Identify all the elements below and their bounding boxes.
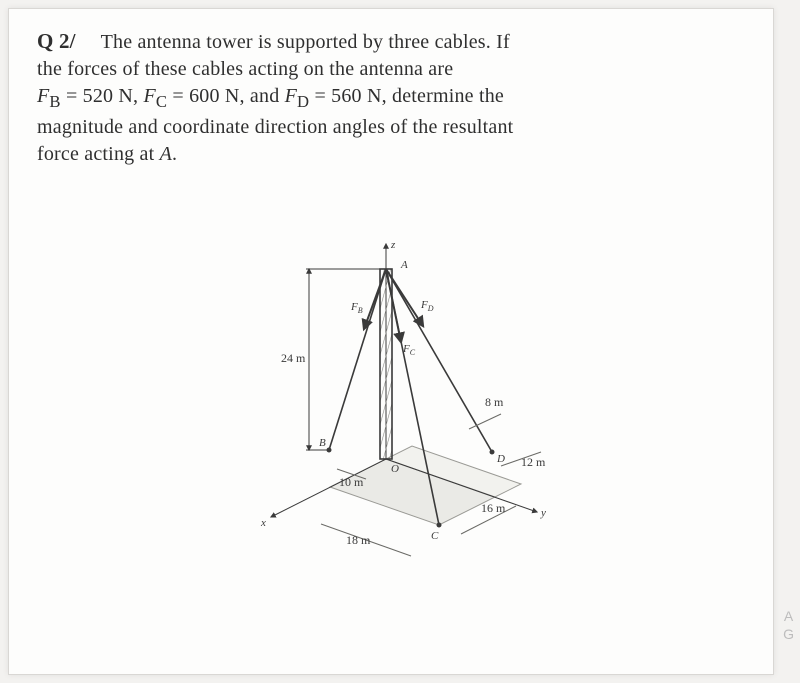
sub-FD: D	[297, 92, 309, 111]
tower	[380, 269, 392, 459]
text-line-1: The antenna tower is supported by three …	[101, 31, 510, 53]
svg-text:FD: FD	[420, 299, 434, 313]
antenna-figure: z y x	[201, 234, 581, 564]
question-number: Q 2/	[37, 29, 76, 53]
axis-z-label: z	[390, 239, 396, 251]
point-B: B	[319, 437, 326, 449]
dim-10m-label: 10 m	[339, 475, 364, 489]
figure-container: z y x	[9, 234, 773, 569]
dim-16m-label: 16 m	[481, 501, 506, 515]
text-line-4: force acting at	[37, 143, 160, 165]
page: Q 2/ The antenna tower is supported by t…	[0, 0, 800, 683]
sym-FC: F	[143, 85, 155, 107]
svg-text:FB: FB	[350, 301, 363, 315]
point-D: D	[496, 453, 505, 465]
axis-x-label: x	[260, 517, 266, 529]
text-line-2a: the forces of these cables acting on the…	[37, 58, 453, 80]
problem-text: Q 2/ The antenna tower is supported by t…	[37, 27, 745, 168]
dim-24m	[306, 269, 386, 450]
text-line-4-end: .	[172, 143, 177, 165]
side-letters: A G	[783, 607, 794, 643]
axis-y-label: y	[540, 507, 546, 519]
text-2g: = 560 N, determine the	[314, 85, 504, 107]
dim-18m-label: 18 m	[346, 533, 371, 547]
point-O: O	[391, 463, 399, 475]
text-2c: = 520 N,	[66, 85, 144, 107]
text-2e: = 600 N, and	[172, 85, 284, 107]
document-sheet: Q 2/ The antenna tower is supported by t…	[8, 8, 774, 675]
sub-FB: B	[49, 92, 60, 111]
point-C: C	[431, 530, 439, 542]
dim-24m-label: 24 m	[281, 351, 306, 365]
force-vectors	[364, 269, 423, 342]
sym-FD: F	[285, 85, 297, 107]
sub-FC: C	[156, 92, 167, 111]
svg-text:FC: FC	[402, 343, 416, 357]
dim-12m-label: 12 m	[521, 455, 546, 469]
side-G: G	[783, 625, 794, 643]
sym-FB: F	[37, 85, 49, 107]
side-A: A	[783, 607, 794, 625]
dim-8m-label: 8 m	[485, 395, 504, 409]
point-A-text: A	[160, 143, 172, 165]
point-A: A	[400, 259, 408, 271]
text-line-3: magnitude and coordinate direction angle…	[37, 116, 513, 138]
